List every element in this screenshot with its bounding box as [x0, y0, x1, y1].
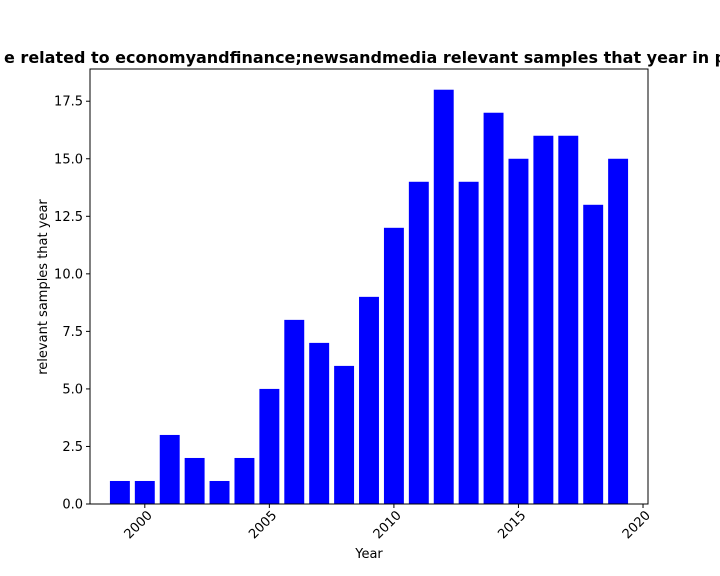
bar-2011 [408, 181, 429, 504]
x-tick-label: 2000 [122, 508, 156, 542]
y-tick-label: 0.0 [62, 498, 83, 513]
bar-2018 [583, 204, 604, 505]
bar-2008 [334, 365, 355, 504]
bar-2004 [234, 457, 255, 504]
bar-2000 [134, 480, 155, 504]
y-tick-label: 15.0 [54, 152, 83, 167]
bar-2010 [383, 227, 404, 505]
bar-2013 [458, 181, 479, 504]
bar-2007 [309, 342, 330, 504]
bar-2016 [533, 135, 554, 504]
chart-title: e related to economyandfinance;newsandme… [4, 48, 720, 67]
y-tick-label: 10.0 [54, 267, 83, 282]
bar-2017 [558, 135, 579, 504]
bar-2002 [184, 457, 205, 504]
x-tick-label: 2010 [371, 508, 405, 542]
x-axis-label: Year [354, 547, 383, 562]
x-axis-ticks: 2000 2005 2010 2015 2020 [122, 504, 654, 542]
x-tick-label: 2005 [246, 508, 280, 542]
plot-frame [89, 68, 649, 505]
bar-2001 [159, 434, 180, 504]
bar-2012 [433, 89, 454, 504]
y-axis-ticks: 0.0 2.5 5.0 7.5 10.0 12.5 15.0 17.5 [54, 95, 90, 513]
bar-1999 [109, 480, 130, 504]
x-tick-label: 2020 [620, 508, 654, 542]
bar-2005 [259, 388, 280, 504]
bar-2006 [284, 319, 305, 504]
bar-2019 [608, 158, 629, 504]
y-tick-label: 12.5 [54, 210, 83, 225]
bar-2014 [483, 112, 504, 504]
x-tick-label: 2015 [495, 508, 529, 542]
y-tick-label: 5.0 [62, 382, 83, 397]
y-tick-label: 17.5 [54, 95, 83, 110]
bar-2003 [209, 480, 230, 504]
bars-group [109, 89, 629, 505]
bar-2015 [508, 158, 529, 504]
y-axis-label: relevant samples that year [36, 199, 51, 375]
y-tick-label: 7.5 [62, 325, 83, 340]
y-tick-label: 2.5 [62, 440, 83, 455]
bar-2009 [359, 296, 379, 504]
